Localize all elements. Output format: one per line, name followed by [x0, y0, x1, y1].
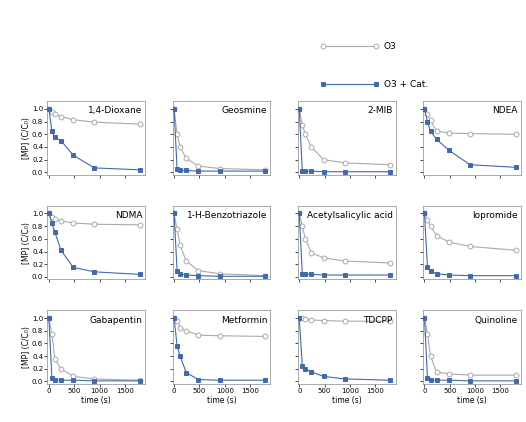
Y-axis label: [MP] (C/C₀): [MP] (C/C₀)	[22, 117, 31, 159]
Text: Quinoline: Quinoline	[474, 316, 518, 325]
Text: O3: O3	[384, 42, 397, 51]
Text: 2-MIB: 2-MIB	[367, 106, 392, 116]
Text: O3 + Cat.: O3 + Cat.	[384, 80, 428, 89]
Text: TDCPP: TDCPP	[363, 316, 392, 325]
Text: Gabapentin: Gabapentin	[89, 316, 142, 325]
Y-axis label: [MP] (C/C₀): [MP] (C/C₀)	[22, 222, 31, 264]
Text: Iopromide: Iopromide	[472, 211, 518, 220]
Y-axis label: [MP] (C/C₀): [MP] (C/C₀)	[22, 326, 31, 368]
Text: Geosmine: Geosmine	[222, 106, 267, 116]
X-axis label: time (s): time (s)	[82, 395, 111, 405]
Text: 1,4-Dioxane: 1,4-Dioxane	[88, 106, 142, 116]
X-axis label: time (s): time (s)	[332, 395, 361, 405]
Text: 1-H-Benzotriazole: 1-H-Benzotriazole	[187, 211, 267, 220]
Text: Metformin: Metformin	[221, 316, 267, 325]
X-axis label: time (s): time (s)	[207, 395, 236, 405]
X-axis label: time (s): time (s)	[457, 395, 487, 405]
Text: NDEA: NDEA	[492, 106, 518, 116]
Text: NDMA: NDMA	[115, 211, 142, 220]
Text: Acetylsalicylic acid: Acetylsalicylic acid	[307, 211, 392, 220]
